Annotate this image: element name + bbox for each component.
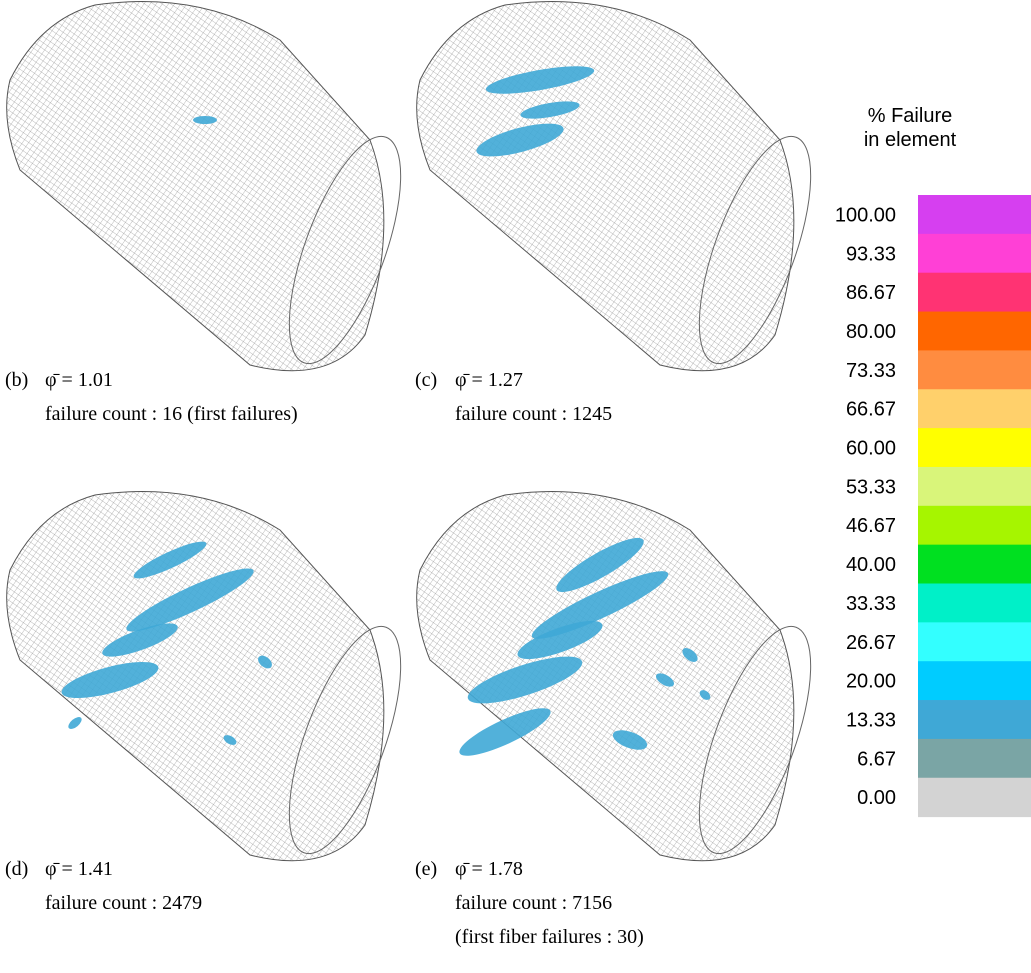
legend-swatch (918, 467, 1031, 506)
legend-label: 20.00 (846, 671, 896, 693)
legend-swatch (918, 661, 1031, 700)
panel-equation: φ̄ = 1.27 (455, 369, 523, 391)
panel: (b) φ̄ = 1.01 failure count : 16 (first fa… (5, 2, 424, 425)
legend-label: 40.00 (846, 554, 896, 576)
panel: (c) φ̄ = 1.27 failure count : 1245 (415, 2, 834, 425)
legend-label: 80.00 (846, 321, 896, 343)
cylinder-mesh (417, 492, 794, 861)
legend-label: 66.67 (846, 399, 896, 421)
panel: (d) φ̄ = 1.41 failure count : 2479 (5, 492, 424, 914)
failure-region (66, 715, 83, 731)
legend-swatch (918, 350, 1031, 389)
legend-swatch (918, 700, 1031, 739)
figure: % Failure in element 100.00 93.33 86.67 80.… (0, 0, 1031, 973)
legend-title: in element (864, 129, 957, 151)
legend-swatch (918, 506, 1031, 545)
panel-equation: φ̄ = 1.41 (45, 858, 113, 880)
legend-label: 26.67 (846, 632, 896, 654)
legend-label: 93.33 (846, 243, 896, 265)
legend-label: 60.00 (846, 438, 896, 460)
legend-swatch (918, 312, 1031, 351)
panel-tag: (e) (415, 858, 437, 880)
legend-label: 33.33 (846, 593, 896, 615)
panel-detail: failure count : 2479 (45, 892, 202, 914)
legend-swatch (918, 622, 1031, 661)
panel-tag: (c) (415, 369, 437, 391)
panels: (b) φ̄ = 1.01 failure count : 16 (first fa… (5, 2, 834, 948)
legend-swatch (918, 739, 1031, 778)
legend-label: 6.67 (857, 748, 896, 770)
legend-swatch (918, 273, 1031, 312)
panel: (e) φ̄ = 1.78 failure count : 7156 (first f… (415, 492, 834, 948)
legend-label: 100.00 (835, 204, 896, 226)
panel-tag: (b) (5, 369, 28, 391)
legend: 100.00 93.33 86.67 80.00 73.33 66.67 60.00 53.3… (835, 195, 1031, 817)
legend-label: 13.33 (846, 709, 896, 731)
panel-detail: failure count : 16 (first failures) (45, 403, 298, 425)
legend-label: 86.67 (846, 282, 896, 304)
panel-detail: failure count : 7156 (455, 892, 612, 914)
legend-label: 46.67 (846, 515, 896, 537)
failure-region (193, 116, 217, 124)
legend-label: 53.33 (846, 476, 896, 498)
panel-detail: failure count : 1245 (455, 403, 612, 425)
legend-swatch (918, 234, 1031, 273)
legend-title: % Failure (868, 105, 952, 127)
cylinder-mesh (7, 2, 384, 371)
cylinder-mesh (417, 2, 794, 371)
legend-label: 0.00 (857, 787, 896, 809)
legend-swatch (918, 195, 1031, 234)
legend-swatch (918, 584, 1031, 623)
panel-equation: φ̄ = 1.78 (455, 858, 523, 880)
legend-swatch (918, 428, 1031, 467)
legend-label: 73.33 (846, 360, 896, 382)
panel-detail: (first fiber failures : 30) (455, 926, 644, 948)
legend-swatch (918, 389, 1031, 428)
panel-equation: φ̄ = 1.01 (45, 369, 113, 391)
legend-swatch (918, 545, 1031, 584)
panel-tag: (d) (5, 858, 28, 880)
legend-swatch (918, 778, 1031, 817)
